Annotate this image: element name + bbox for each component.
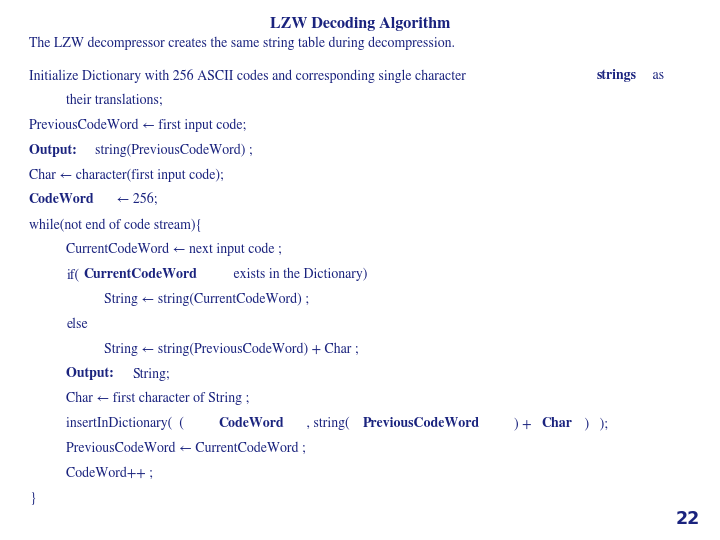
- Text: Char ← character(first input code);: Char ← character(first input code);: [29, 168, 224, 182]
- Text: PreviousCodeWord ← first input code;: PreviousCodeWord ← first input code;: [29, 119, 246, 132]
- Text: CodeWord: CodeWord: [29, 193, 94, 206]
- Text: String ← string(CurrentCodeWord) ;: String ← string(CurrentCodeWord) ;: [104, 293, 309, 306]
- Text: exists in the Dictionary): exists in the Dictionary): [230, 268, 367, 281]
- Text: ← 256;: ← 256;: [114, 193, 158, 207]
- Text: PreviousCodeWord: PreviousCodeWord: [363, 417, 480, 430]
- Text: }: }: [29, 491, 35, 505]
- Text: Initialize Dictionary with 256 ASCII codes and corresponding single character: Initialize Dictionary with 256 ASCII cod…: [29, 69, 469, 83]
- Text: else: else: [66, 318, 88, 331]
- Text: LZW Decoding Algorithm: LZW Decoding Algorithm: [270, 17, 450, 31]
- Text: Char ← first character of String ;: Char ← first character of String ;: [66, 392, 250, 406]
- Text: Output:: Output:: [29, 144, 80, 157]
- Text: String ← string(PreviousCodeWord) + Char ;: String ← string(PreviousCodeWord) + Char…: [104, 342, 359, 356]
- Text: strings: strings: [597, 69, 637, 82]
- Text: CodeWord: CodeWord: [218, 417, 284, 430]
- Text: as: as: [649, 69, 664, 83]
- Text: PreviousCodeWord ← CurrentCodeWord ;: PreviousCodeWord ← CurrentCodeWord ;: [66, 442, 306, 455]
- Text: while(not end of code stream){: while(not end of code stream){: [29, 218, 202, 232]
- Text: 22: 22: [675, 510, 700, 528]
- Text: CodeWord++ ;: CodeWord++ ;: [66, 467, 153, 480]
- Text: Char: Char: [541, 417, 572, 430]
- Text: string(PreviousCodeWord) ;: string(PreviousCodeWord) ;: [95, 144, 253, 157]
- Text: Output:: Output:: [66, 367, 117, 380]
- Text: ) +: ) +: [514, 417, 535, 430]
- Text: String;: String;: [132, 367, 170, 381]
- Text: , string(: , string(: [303, 417, 350, 430]
- Text: their translations;: their translations;: [66, 94, 163, 107]
- Text: The LZW decompressor creates the same string table during decompression.: The LZW decompressor creates the same st…: [29, 37, 455, 50]
- Text: )   );: ) );: [581, 417, 608, 430]
- Text: if(: if(: [66, 268, 79, 281]
- Text: CurrentCodeWord ← next input code ;: CurrentCodeWord ← next input code ;: [66, 243, 282, 256]
- Text: CurrentCodeWord: CurrentCodeWord: [84, 268, 197, 281]
- Text: insertInDictionary(  (: insertInDictionary( (: [66, 417, 184, 430]
